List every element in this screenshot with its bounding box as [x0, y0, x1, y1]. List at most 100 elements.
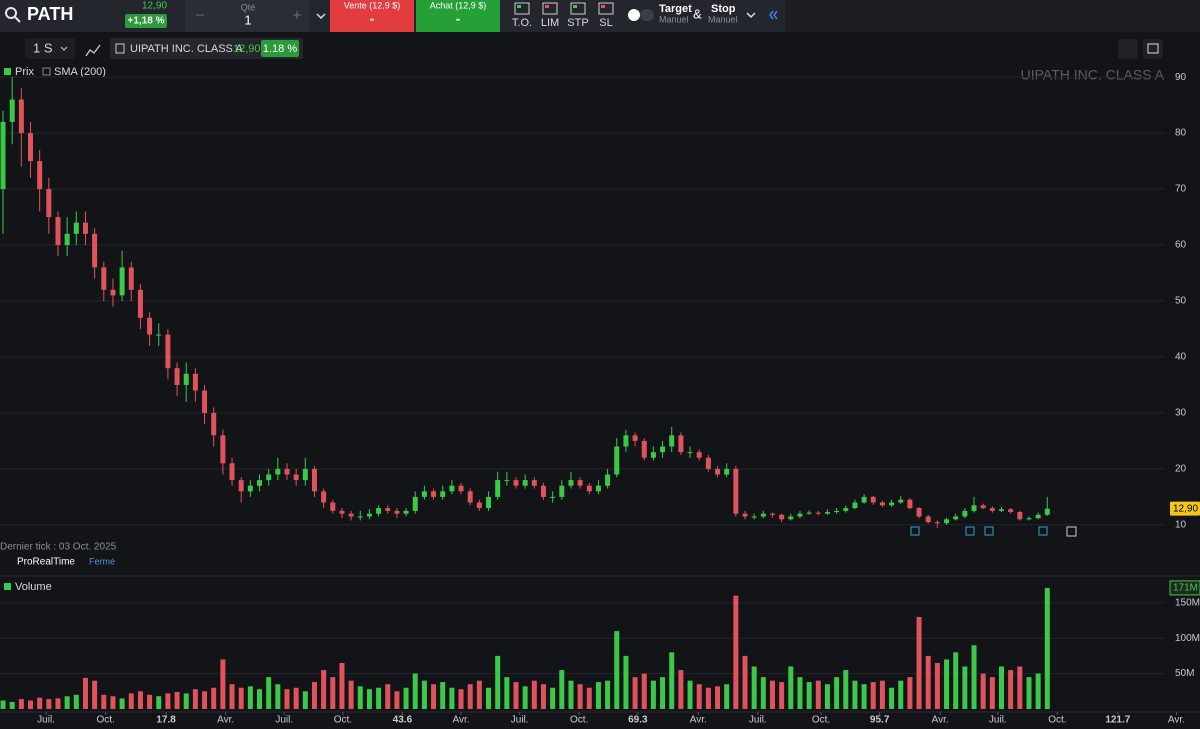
volume-bar: [311, 682, 317, 709]
x-tick-label: Oct.: [570, 715, 588, 726]
volume-bar: [174, 692, 180, 709]
candle-body: [202, 390, 208, 413]
candle-body: [1026, 518, 1032, 520]
legend-item[interactable]: SMA (200): [54, 66, 106, 78]
volume-bar: [92, 680, 98, 709]
sell-button[interactable]: [330, 0, 414, 32]
candle-body: [1044, 508, 1050, 515]
volume-bar: [944, 659, 950, 709]
x-tick-label: 43.6: [393, 715, 413, 726]
chart-type[interactable]: [85, 44, 101, 57]
symbol[interactable]: PATH: [27, 4, 73, 24]
candle-body: [192, 373, 198, 391]
window-button[interactable]: [1143, 39, 1163, 59]
candle-body: [595, 485, 601, 492]
volume-bar: [376, 687, 382, 709]
candle-body: [980, 505, 986, 509]
buy-value: -: [456, 11, 461, 27]
volume-bar: [742, 655, 748, 709]
candle-body: [788, 516, 794, 520]
order-type[interactable]: LIM: [541, 17, 559, 29]
x-tick-label: Oct.: [334, 715, 352, 726]
candle-body: [495, 480, 501, 497]
order-icon: [573, 5, 577, 8]
candle-body: [1035, 514, 1041, 519]
dropdown[interactable]: [746, 12, 756, 19]
search-icon[interactable]: [5, 7, 17, 19]
y-tick-label: 50: [1175, 296, 1187, 307]
dropdown[interactable]: [316, 13, 326, 20]
interval[interactable]: 1 S: [33, 40, 53, 55]
volume-bar: [769, 680, 775, 709]
info-icon[interactable]: [115, 43, 125, 54]
candle-body: [971, 505, 977, 511]
volume-bar: [238, 687, 244, 709]
volume-bar: [889, 687, 895, 709]
x-tick-label: 17.8: [156, 715, 176, 726]
info-icon[interactable]: [1066, 526, 1077, 537]
candle-body: [37, 161, 43, 190]
candle-body: [293, 474, 299, 481]
qty-panel[interactable]: [185, 0, 310, 32]
volume-bar: [806, 682, 812, 709]
collapse[interactable]: [769, 10, 778, 20]
header-price: 12,90: [233, 43, 261, 55]
buy-button[interactable]: [416, 0, 500, 32]
candle-body: [632, 435, 638, 441]
target-toggle[interactable]: [640, 9, 654, 21]
target-toggle[interactable]: [628, 9, 640, 21]
candle-body: [385, 508, 391, 511]
volume-bar: [843, 670, 849, 709]
volume-bar: [28, 700, 34, 709]
volume-bar: [476, 680, 482, 709]
volume-bar: [650, 680, 656, 709]
y-tick-label: 100M: [1175, 633, 1200, 644]
candle-body: [321, 491, 327, 503]
volume-bar: [824, 684, 830, 709]
candle-body: [137, 289, 143, 318]
candle-body: [605, 474, 611, 486]
volume-bar: [55, 698, 61, 709]
volume-bar: [449, 687, 455, 709]
order-type[interactable]: T.O.: [512, 17, 532, 29]
candle-body: [696, 452, 702, 458]
volume-bar: [687, 680, 693, 709]
candle-body: [797, 513, 803, 517]
volume-bar: [247, 686, 253, 709]
y-tick-label: 60: [1175, 240, 1187, 251]
order-type[interactable]: SL: [599, 17, 612, 29]
status: Fermé: [89, 556, 115, 566]
candle-body: [211, 412, 217, 436]
volume-bar: [64, 696, 70, 709]
volume-bar: [1017, 666, 1023, 709]
candle-body: [870, 496, 876, 503]
candle-body: [467, 491, 473, 503]
volume-bar: [733, 595, 739, 709]
candle-body: [522, 480, 528, 486]
settings-button[interactable]: [1118, 39, 1138, 59]
candle-body: [174, 368, 180, 385]
candle-body: [394, 510, 400, 514]
legend-swatch: [4, 68, 11, 75]
interval-select[interactable]: [25, 38, 75, 59]
sell-label: Vente (12,9 $): [344, 0, 401, 10]
legend-swatch: [42, 67, 51, 76]
order-type[interactable]: STP: [567, 17, 588, 29]
legend-item[interactable]: Prix: [15, 66, 34, 78]
volume-bar: [302, 691, 308, 709]
candle-body: [128, 267, 134, 290]
volume-bar: [797, 677, 803, 709]
volume-bar: [421, 680, 427, 709]
y-tick-label: 70: [1175, 184, 1187, 195]
candle-body: [559, 485, 565, 497]
qty[interactable]: 1: [244, 12, 251, 27]
volume-bar: [815, 680, 821, 709]
candle-body: [421, 491, 427, 497]
volume-bar: [82, 677, 88, 709]
candle-body: [357, 516, 363, 518]
candle-body: [934, 522, 940, 524]
candle-body: [614, 446, 620, 475]
candle-body: [953, 516, 959, 520]
dropdown[interactable]: [60, 46, 68, 51]
